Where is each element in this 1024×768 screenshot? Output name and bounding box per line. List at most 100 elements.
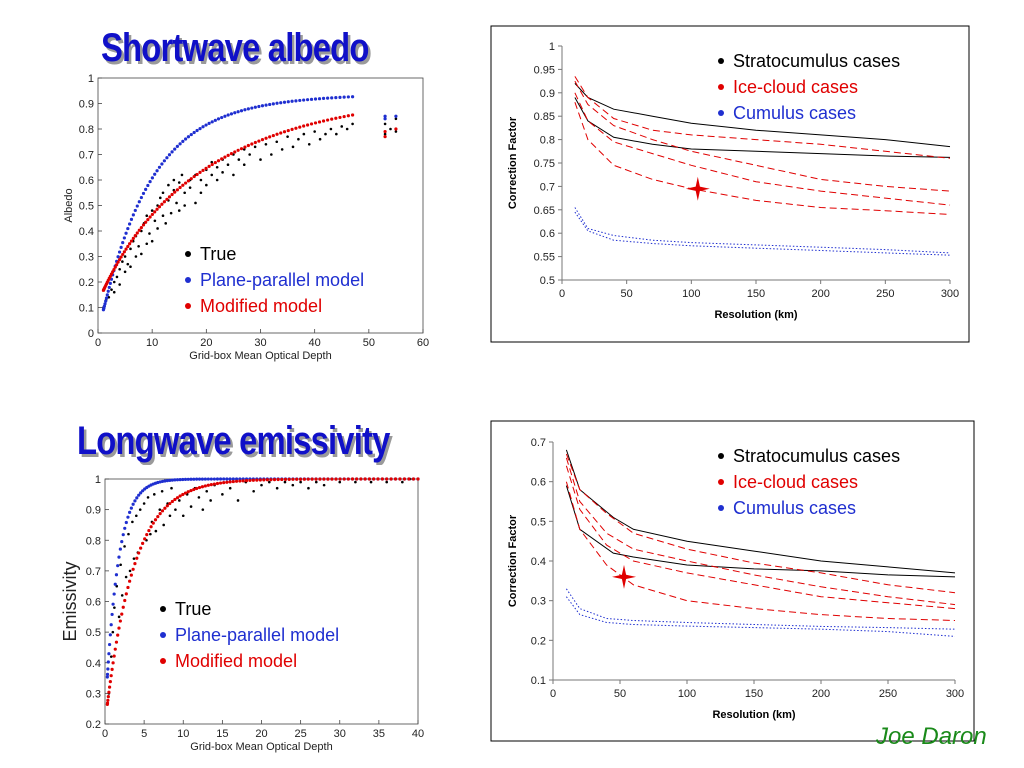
star-marker xyxy=(612,564,636,589)
data-point xyxy=(154,529,158,533)
data-point xyxy=(252,489,255,493)
data-point xyxy=(239,109,244,113)
data-point xyxy=(290,99,294,103)
data-point xyxy=(135,514,138,518)
series-line xyxy=(574,207,951,254)
data-point xyxy=(232,173,235,177)
data-point xyxy=(199,178,203,182)
data-point xyxy=(141,191,146,196)
data-point xyxy=(416,477,420,481)
data-point xyxy=(175,144,179,148)
data-point xyxy=(313,97,318,101)
data-point xyxy=(122,250,126,254)
data-point xyxy=(183,191,186,195)
data-point xyxy=(197,477,202,481)
data-point xyxy=(189,477,193,481)
data-point xyxy=(166,502,169,505)
data-point xyxy=(340,125,344,128)
data-point xyxy=(104,296,109,300)
data-point xyxy=(265,478,269,482)
data-point xyxy=(271,133,275,138)
data-point xyxy=(210,162,214,167)
data-point xyxy=(108,680,112,684)
data-point xyxy=(385,477,389,481)
data-point xyxy=(186,490,190,494)
longwave-emissivity-title: Longwave emissivity xyxy=(77,419,390,463)
y-tick-label: 1 xyxy=(549,41,555,53)
data-point xyxy=(158,508,162,511)
data-point xyxy=(167,153,172,157)
x-tick-label: 20 xyxy=(200,337,212,349)
data-point xyxy=(253,145,257,149)
data-point xyxy=(105,293,109,297)
data-point xyxy=(201,168,205,172)
data-point xyxy=(307,486,310,490)
data-point xyxy=(177,181,181,184)
data-point xyxy=(306,477,310,481)
data-point xyxy=(248,153,251,156)
data-point xyxy=(186,135,191,139)
data-point xyxy=(264,103,268,107)
data-point xyxy=(146,183,150,188)
data-point xyxy=(123,545,126,548)
data-point xyxy=(242,148,246,151)
data-point xyxy=(153,172,157,176)
data-point xyxy=(132,557,136,560)
data-point xyxy=(338,95,342,99)
data-point xyxy=(129,239,134,243)
y-tick-label: 0.95 xyxy=(534,64,555,76)
data-point xyxy=(157,165,162,169)
data-point xyxy=(128,510,132,515)
data-point xyxy=(194,201,197,205)
legend-bullet xyxy=(718,505,724,511)
x-tick-label: 10 xyxy=(146,337,158,349)
data-point xyxy=(109,623,113,627)
data-point xyxy=(215,481,220,486)
data-point xyxy=(146,218,150,222)
data-point xyxy=(271,102,275,106)
data-point xyxy=(121,252,125,257)
data-point xyxy=(398,477,402,481)
data-point xyxy=(334,477,338,481)
data-point xyxy=(105,672,110,676)
data-point xyxy=(310,477,314,481)
data-point xyxy=(112,290,116,294)
x-tick-label: 5 xyxy=(141,728,147,740)
data-point xyxy=(383,114,387,118)
x-tick-label: 40 xyxy=(309,337,321,349)
legend-label: Stratocumulus cases xyxy=(733,51,900,71)
data-point xyxy=(148,215,152,219)
data-point xyxy=(324,132,327,136)
data-point xyxy=(118,267,121,271)
data-point xyxy=(120,594,124,597)
data-point xyxy=(268,480,271,484)
data-point xyxy=(122,236,126,240)
data-point xyxy=(108,633,112,637)
data-point xyxy=(330,117,334,121)
data-point xyxy=(181,477,185,482)
data-point xyxy=(107,690,111,694)
data-point xyxy=(401,480,404,484)
data-point xyxy=(383,117,387,121)
data-point xyxy=(103,302,107,306)
x-tick-label: 0 xyxy=(550,688,556,700)
data-point xyxy=(270,153,273,156)
data-point xyxy=(201,125,205,129)
data-point xyxy=(145,533,149,537)
data-point xyxy=(253,140,257,145)
data-point xyxy=(298,125,302,129)
data-point xyxy=(115,263,119,267)
data-point xyxy=(209,499,212,502)
data-point xyxy=(338,480,342,484)
data-point xyxy=(236,148,240,152)
legend-label: Plane-parallel model xyxy=(200,270,364,290)
data-point xyxy=(279,131,283,135)
x-tick-label: 300 xyxy=(941,288,959,300)
data-point xyxy=(160,509,165,513)
data-point xyxy=(111,602,115,606)
data-point xyxy=(215,165,219,169)
data-point xyxy=(135,556,139,560)
y-tick-label: 0.4 xyxy=(79,226,94,238)
data-point xyxy=(197,485,202,490)
data-point xyxy=(195,172,199,177)
